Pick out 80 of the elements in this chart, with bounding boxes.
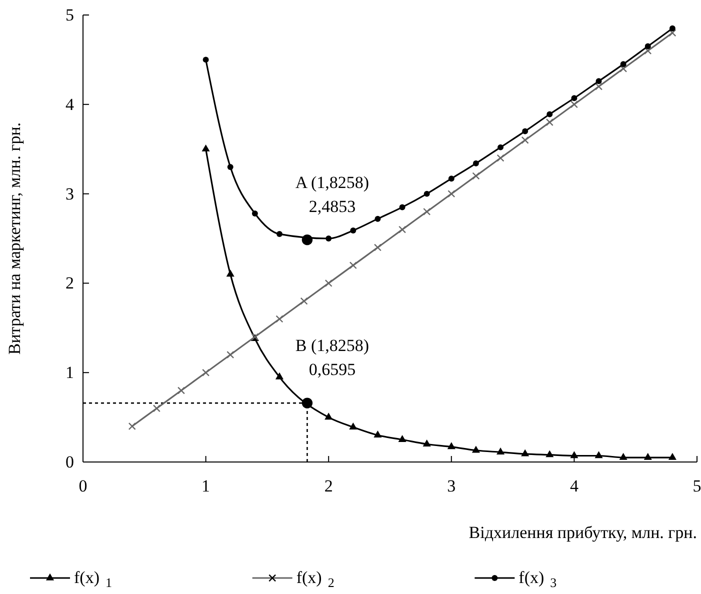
point xyxy=(422,439,431,446)
point xyxy=(546,118,554,126)
point xyxy=(374,216,381,222)
point xyxy=(423,208,431,216)
point xyxy=(226,270,234,277)
point xyxy=(496,448,505,454)
point xyxy=(398,435,406,442)
point xyxy=(128,422,136,430)
point xyxy=(644,46,652,55)
point xyxy=(594,451,603,458)
point xyxy=(668,452,676,460)
x-tick-label: 4 xyxy=(570,476,579,496)
point xyxy=(374,244,382,252)
point xyxy=(472,172,480,180)
point xyxy=(302,398,313,408)
y-tick-label: 1 xyxy=(66,363,74,382)
point xyxy=(202,56,209,63)
y-tick-label: 4 xyxy=(66,94,74,114)
point xyxy=(399,204,406,210)
legend-label: f(x)$_{1}$ xyxy=(74,568,112,590)
y-tick-label: 0 xyxy=(66,452,74,472)
legend-label: f(x)$_{3}$ xyxy=(518,568,557,590)
x-tick-label: 3 xyxy=(447,476,456,496)
point xyxy=(546,450,554,458)
point xyxy=(202,144,210,152)
point xyxy=(202,368,210,376)
point xyxy=(521,449,530,456)
point xyxy=(424,190,430,197)
point xyxy=(177,386,186,394)
point xyxy=(570,100,578,108)
point xyxy=(227,164,234,170)
point xyxy=(644,43,651,50)
y-tick-label: 3 xyxy=(66,184,74,204)
point xyxy=(226,350,234,358)
x-axis-title: Відхилення прибутку, млн. грн. xyxy=(468,523,697,542)
point xyxy=(596,78,602,84)
point xyxy=(669,25,676,32)
point xyxy=(324,279,332,287)
point xyxy=(619,452,628,460)
point xyxy=(448,176,454,182)
annotation: A (1,8258) 2,4853 xyxy=(295,172,370,216)
point xyxy=(152,404,160,412)
point xyxy=(472,446,480,453)
point xyxy=(498,144,504,150)
point xyxy=(350,227,356,234)
point xyxy=(276,231,282,238)
point xyxy=(302,234,313,246)
point xyxy=(448,190,456,198)
point xyxy=(571,95,578,102)
point xyxy=(275,372,284,380)
point xyxy=(496,154,504,162)
point xyxy=(620,64,628,72)
y-axis-title: Витрати на маркетинг, млн. грн. xyxy=(5,122,24,355)
x-tick-label: 0 xyxy=(78,476,88,496)
point xyxy=(644,452,652,460)
y-tick-label: 5 xyxy=(66,5,74,24)
point xyxy=(300,297,308,305)
point xyxy=(620,61,626,68)
point xyxy=(546,111,553,118)
point xyxy=(349,262,357,270)
point xyxy=(398,226,406,234)
x-tick-label: 2 xyxy=(324,476,333,496)
point xyxy=(349,422,358,430)
point xyxy=(374,430,382,438)
point xyxy=(472,160,479,166)
point xyxy=(326,236,332,242)
point xyxy=(324,412,333,420)
point xyxy=(276,315,284,323)
x-tick-label: 1 xyxy=(202,476,210,496)
point xyxy=(521,136,529,144)
annotation: B (1,8258) 0,6595 xyxy=(295,336,370,380)
point xyxy=(252,210,258,216)
x-tick-label: 5 xyxy=(692,476,701,496)
point xyxy=(594,82,603,90)
point xyxy=(522,128,528,134)
point xyxy=(668,29,676,37)
legend-label: f(x)$_{2}$ xyxy=(296,568,334,590)
point xyxy=(447,442,456,450)
y-tick-label: 2 xyxy=(66,274,74,293)
point xyxy=(570,451,578,458)
